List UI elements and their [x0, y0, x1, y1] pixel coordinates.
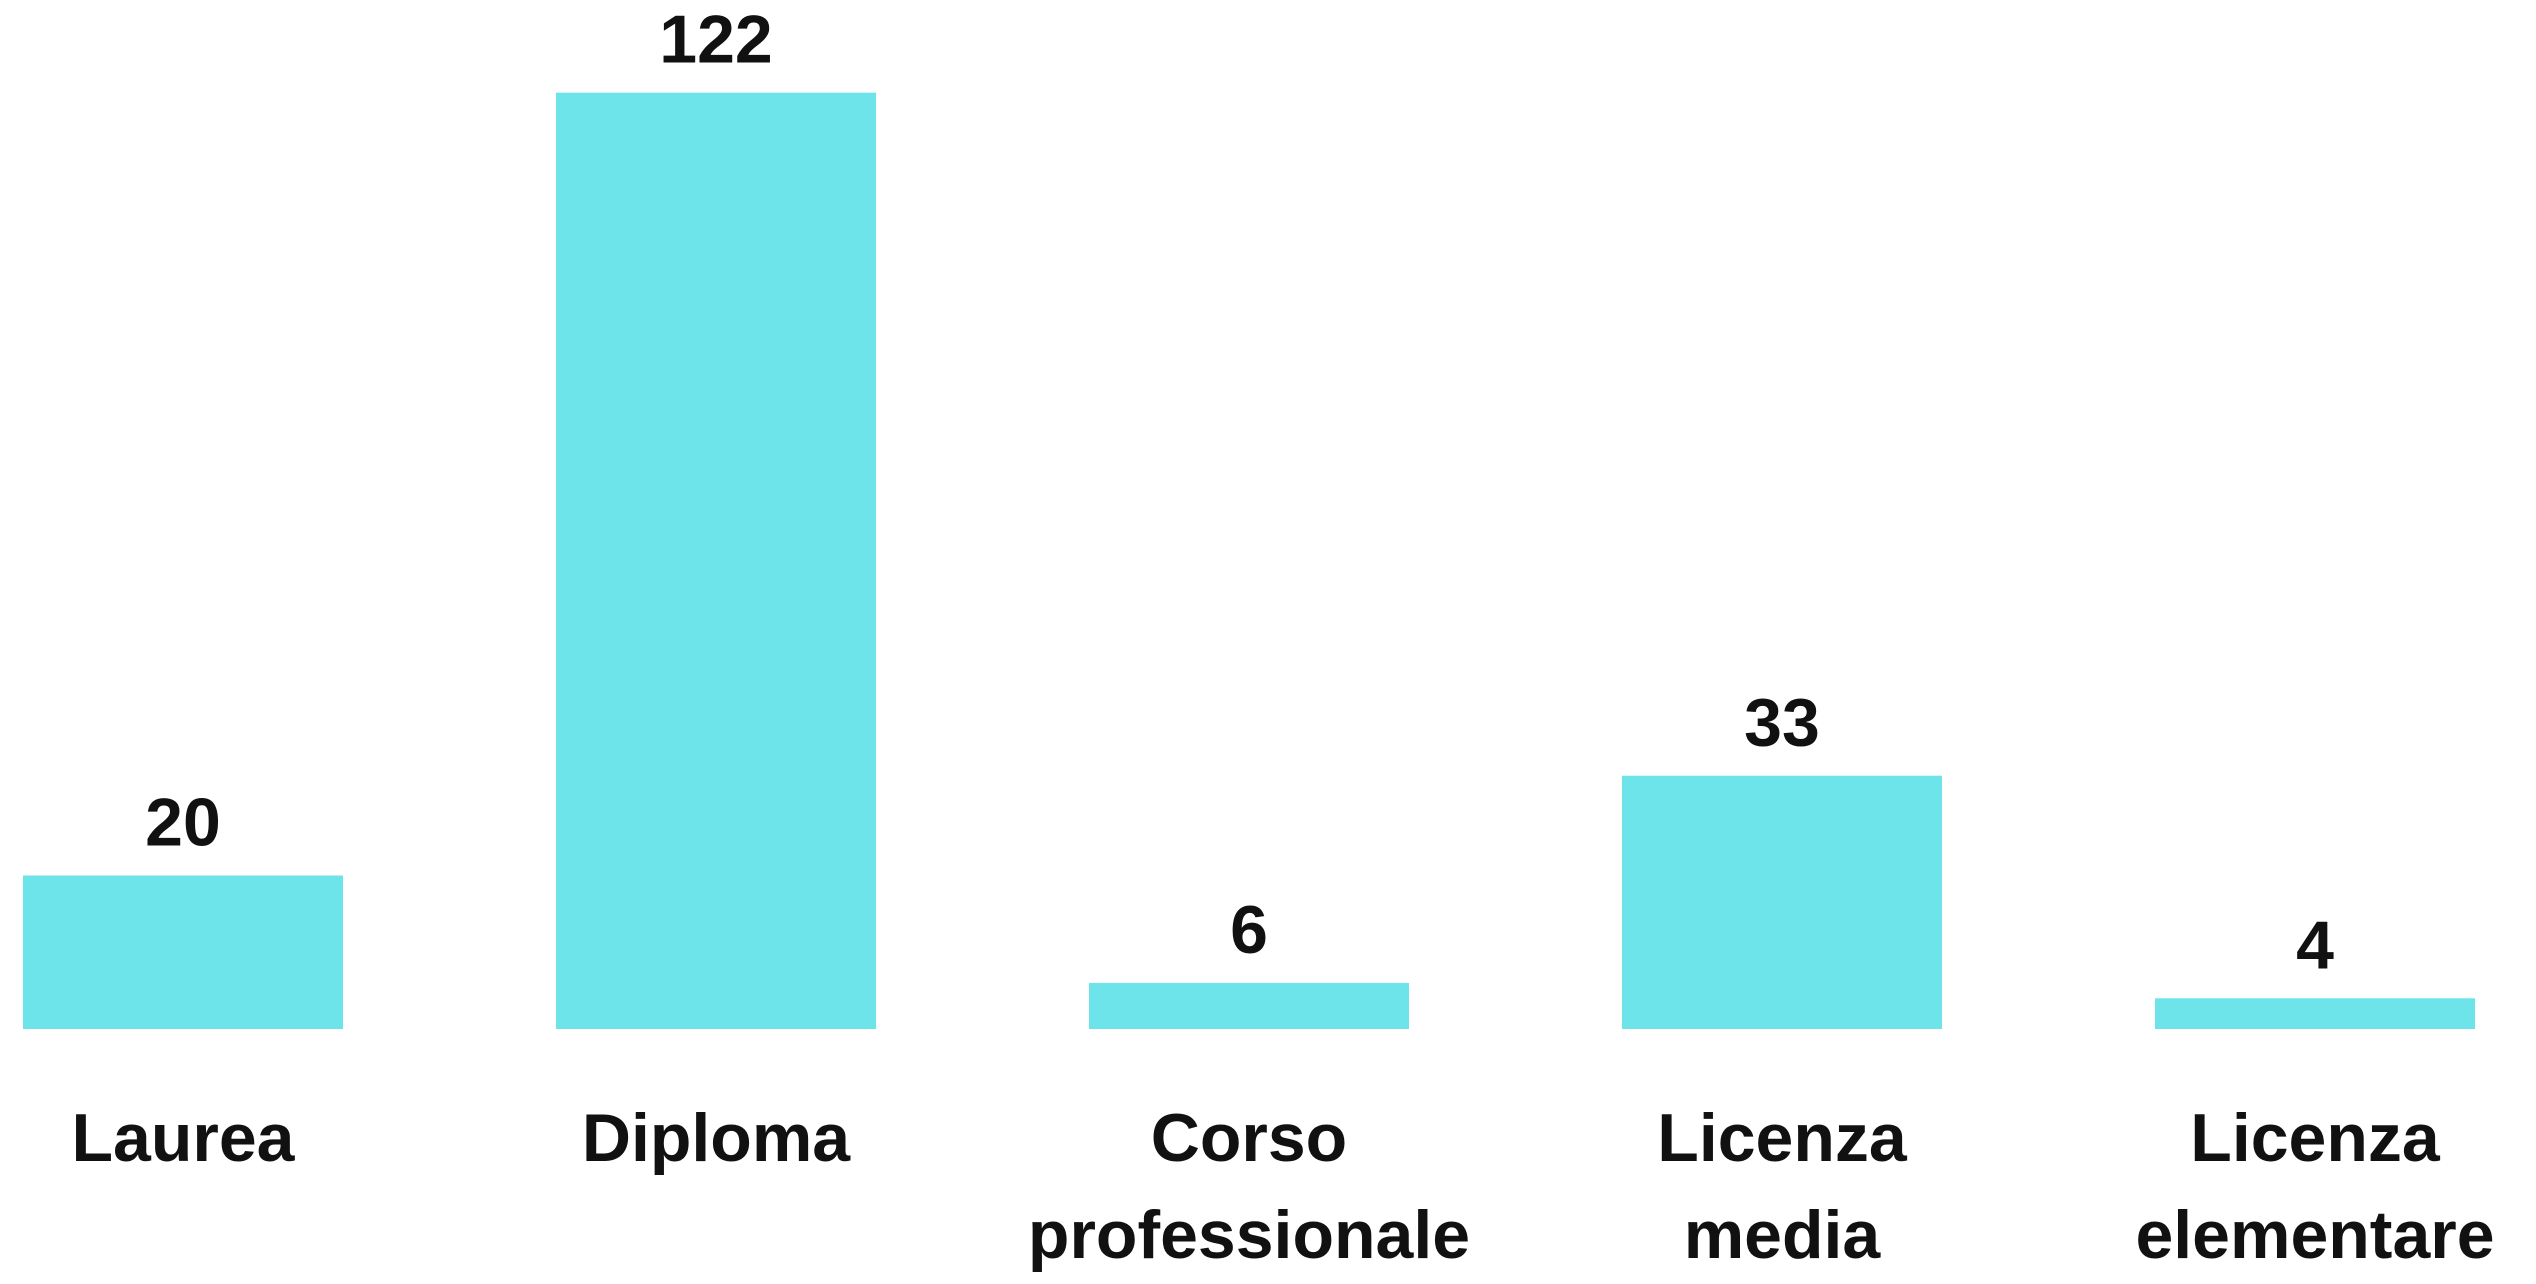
data-label: 6	[1230, 892, 1268, 968]
bar	[23, 876, 343, 1030]
bar	[1089, 983, 1409, 1029]
x-tick-label-box: Laurea	[0, 1090, 450, 1187]
x-tick-label-box: Licenza elementare	[2049, 1090, 2536, 1284]
data-label: 20	[145, 784, 221, 860]
data-label: 33	[1744, 685, 1820, 761]
x-tick-label-box: Corso professionale	[983, 1090, 1516, 1284]
bar	[2155, 998, 2475, 1029]
bar	[556, 93, 876, 1029]
x-tick-label: Corso professionale	[1028, 1090, 1470, 1284]
x-tick-label: Diploma	[582, 1090, 850, 1187]
x-tick-label: Laurea	[72, 1090, 295, 1187]
x-tick-label: Licenza elementare	[2135, 1090, 2494, 1284]
data-label: 122	[659, 2, 772, 78]
bar	[1622, 776, 1942, 1029]
x-tick-label-box: Diploma	[450, 1090, 983, 1187]
x-tick-label-box: Licenza media	[1516, 1090, 2049, 1284]
data-label: 4	[2296, 907, 2334, 983]
x-tick-label: Licenza media	[1657, 1090, 1906, 1284]
